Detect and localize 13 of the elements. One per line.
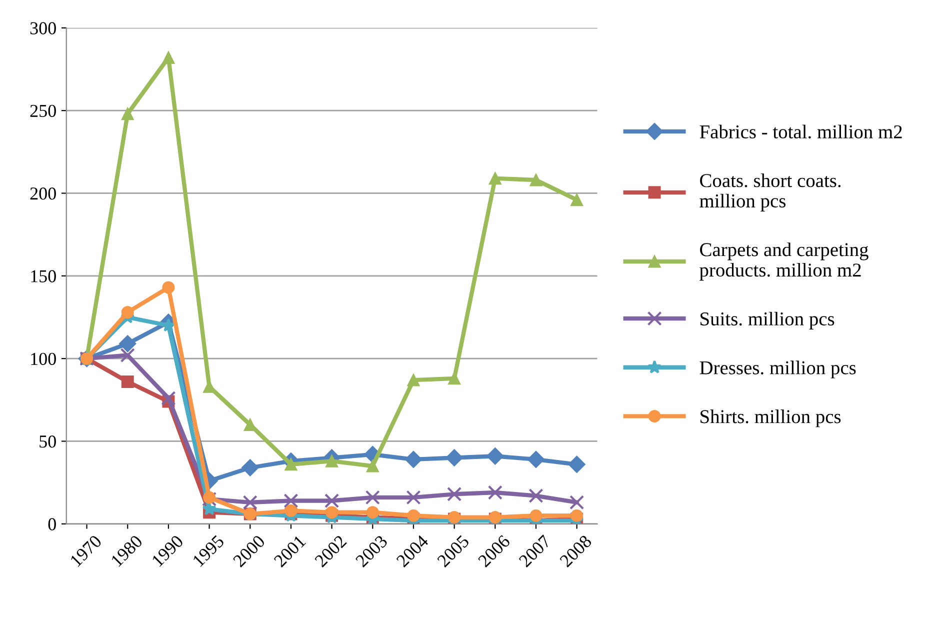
legend-label: Shirts. million pcs xyxy=(700,410,841,428)
legend-label: Coats. short coats. million pcs xyxy=(700,173,841,212)
y-tick-label: 150 xyxy=(31,270,56,282)
y-tick-label: 50 xyxy=(40,435,56,448)
y-tick-label: 200 xyxy=(30,187,56,200)
y-tick-label: 0 xyxy=(48,518,56,530)
legend-label: Dresses. million pcs xyxy=(700,360,856,378)
legend-label: Fabrics - total. million m2 xyxy=(700,124,902,139)
legend-label: Suits. million pcs xyxy=(700,312,834,330)
y-tick-label: 100 xyxy=(31,352,56,366)
y-tick-label: 250 xyxy=(30,104,56,118)
legend-label: Carpets and carpeting products. million m2 xyxy=(700,242,868,281)
y-tick-label: 300 xyxy=(30,22,56,34)
